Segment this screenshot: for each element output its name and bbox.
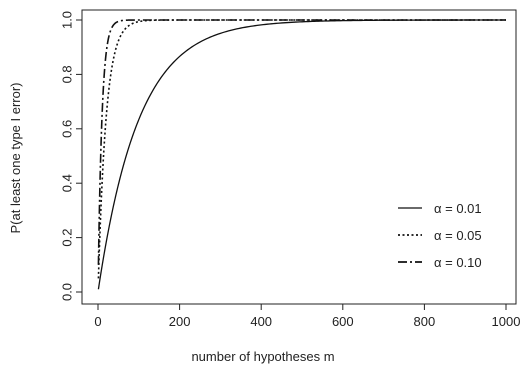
x-tick-label: 0 bbox=[94, 314, 101, 329]
x-tick-label: 200 bbox=[169, 314, 191, 329]
legend-label-2: α = 0.05 bbox=[434, 228, 482, 243]
legend-label-1: α = 0.01 bbox=[434, 201, 482, 216]
series-layer bbox=[97, 19, 506, 290]
x-tick-label: 1000 bbox=[492, 314, 521, 329]
series-line-1 bbox=[97, 19, 506, 290]
x-tick-label: 600 bbox=[332, 314, 354, 329]
y-tick-label: 0.8 bbox=[59, 65, 74, 83]
y-axis-label: P(at least one type I error) bbox=[8, 82, 23, 233]
y-tick-label: 0.6 bbox=[59, 120, 74, 138]
x-tick-label: 400 bbox=[250, 314, 272, 329]
legend: α = 0.01 α = 0.05 α = 0.10 bbox=[398, 201, 482, 270]
x-axis-label: number of hypotheses m bbox=[191, 349, 334, 364]
y-tick-label: 0.0 bbox=[59, 283, 74, 301]
legend-label-3: α = 0.10 bbox=[434, 255, 482, 270]
x-tick-label: 800 bbox=[414, 314, 436, 329]
series-line-3 bbox=[97, 19, 506, 265]
plot-frame bbox=[81, 9, 517, 305]
y-axis: 0.0 0.2 0.4 0.6 0.8 1.0 bbox=[59, 11, 82, 301]
y-tick-label: 1.0 bbox=[59, 11, 74, 29]
y-tick-label: 0.4 bbox=[59, 174, 74, 192]
y-tick-label: 0.2 bbox=[59, 229, 74, 247]
plot-border bbox=[81, 9, 517, 305]
x-axis: 0 200 400 600 800 1000 bbox=[94, 304, 520, 329]
